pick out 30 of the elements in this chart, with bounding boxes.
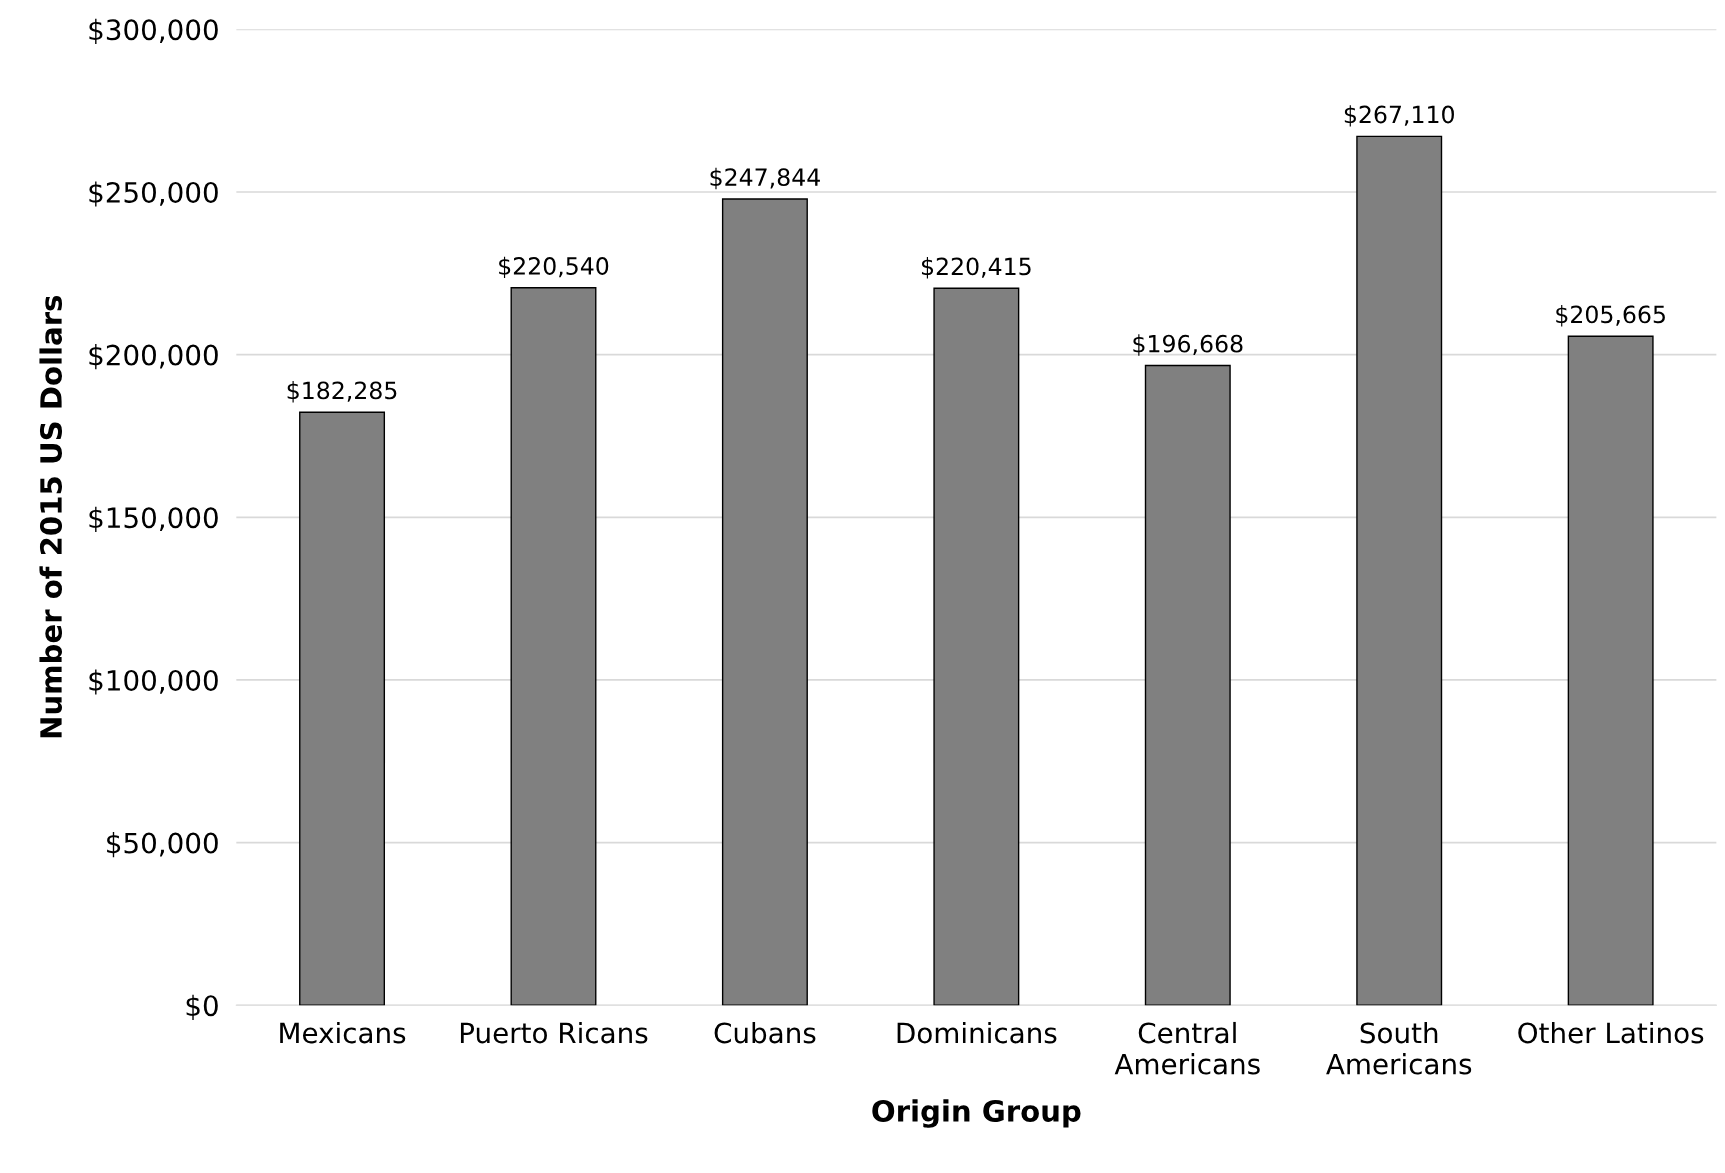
bar: [1567, 335, 1654, 1006]
data-label: $182,285: [287, 381, 397, 403]
y-tick-label: $200,000: [89, 344, 218, 370]
x-tick-label: Dominicans: [897, 1021, 1057, 1044]
x-tick-label: Mexicans: [280, 1021, 406, 1044]
x-axis-title: Origin Group: [872, 1099, 1081, 1128]
y-tick-label: $0: [186, 994, 218, 1020]
y-tick-label: $250,000: [89, 181, 218, 207]
bar: [933, 287, 1020, 1006]
bar: [510, 287, 597, 1006]
y-tick-label: $50,000: [107, 832, 218, 858]
bar: [299, 411, 386, 1006]
data-label: $220,415: [921, 257, 1031, 279]
x-tick-label: Central Americans: [1114, 1021, 1260, 1075]
data-label: $205,665: [1556, 305, 1665, 327]
y-tick-label: $150,000: [89, 506, 218, 532]
bar: [1356, 135, 1443, 1006]
x-tick-label: Cubans: [714, 1021, 816, 1044]
data-label: $267,110: [1344, 105, 1454, 127]
data-label: $220,540: [499, 256, 609, 279]
y-tick-label: $100,000: [89, 669, 218, 695]
y-tick-label: $300,000: [89, 18, 218, 44]
x-tick-label: Other Latinos: [1518, 1021, 1704, 1044]
data-label: $247,844: [710, 167, 820, 190]
bar: [1144, 364, 1231, 1006]
x-tick-label: South Americans: [1326, 1021, 1472, 1075]
data-label: $196,668: [1133, 334, 1243, 356]
x-tick-label: Puerto Ricans: [460, 1021, 648, 1044]
bar: [721, 198, 808, 1006]
y-axis-title: Number of 2015 US Dollars: [39, 295, 63, 738]
